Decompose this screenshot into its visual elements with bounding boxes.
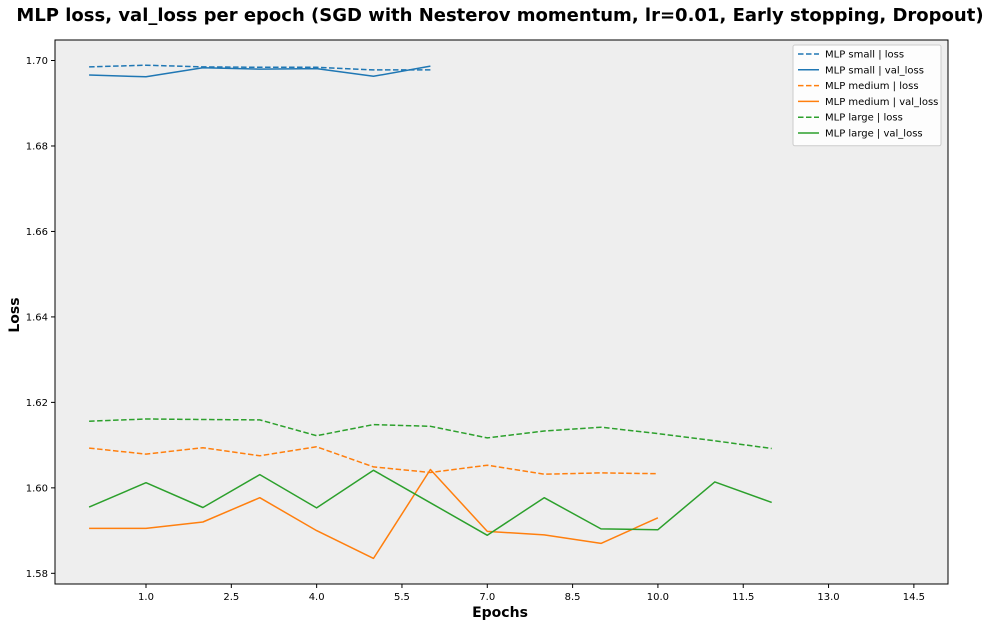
legend-entry: MLP medium | loss (825, 81, 919, 92)
plot-frame (54, 39, 949, 585)
x-tick-label: 7.0 (479, 592, 495, 603)
series-line-4 (89, 468, 659, 560)
series-line-5 (89, 418, 772, 450)
axis-ticks: 1.0 2.5 4.0 5.5 7.0 8.5 10.0 11.5 13.0 14.5 1.58 1.… (26, 56, 925, 603)
legend-entry: MLP medium | val_loss (825, 97, 938, 108)
y-tick-label: 1.66 (26, 227, 48, 238)
y-tick-label: 1.64 (26, 312, 48, 323)
series-line-2 (89, 65, 431, 78)
x-tick-label: 14.5 (903, 592, 925, 603)
x-tick-label: 13.0 (817, 592, 839, 603)
series-line-1 (89, 64, 431, 71)
x-tick-label: 5.5 (394, 592, 410, 603)
x-tick-label: 4.0 (309, 592, 325, 603)
y-tick-label: 1.68 (26, 141, 48, 152)
legend-entry: MLP small | val_loss (825, 65, 924, 76)
y-tick-label: 1.62 (26, 398, 48, 409)
x-tick-label: 8.5 (565, 592, 581, 603)
x-axis-label: Epochs (472, 605, 528, 621)
series-lines (88, 64, 772, 560)
y-tick-label: 1.70 (26, 56, 48, 67)
chart-title: MLP loss, val_loss per epoch (SGD with N… (16, 5, 983, 26)
y-tick-label: 1.58 (26, 569, 48, 580)
y-axis-label: Loss (7, 297, 23, 332)
series-line-3 (89, 446, 658, 475)
legend: MLP small | loss MLP small | val_loss MLP … (792, 44, 942, 147)
x-tick-label: 10.0 (647, 592, 669, 603)
x-tick-label: 1.0 (138, 592, 154, 603)
legend-entry: MLP small | loss (825, 50, 904, 61)
legend-box (792, 44, 942, 147)
legend-entry: MLP large | val_loss (825, 129, 923, 140)
y-tick-label: 1.60 (26, 483, 48, 494)
legend-entry: MLP large | loss (825, 113, 903, 124)
x-tick-label: 11.5 (732, 592, 754, 603)
series-line-6 (88, 469, 772, 537)
x-tick-label: 2.5 (223, 592, 239, 603)
